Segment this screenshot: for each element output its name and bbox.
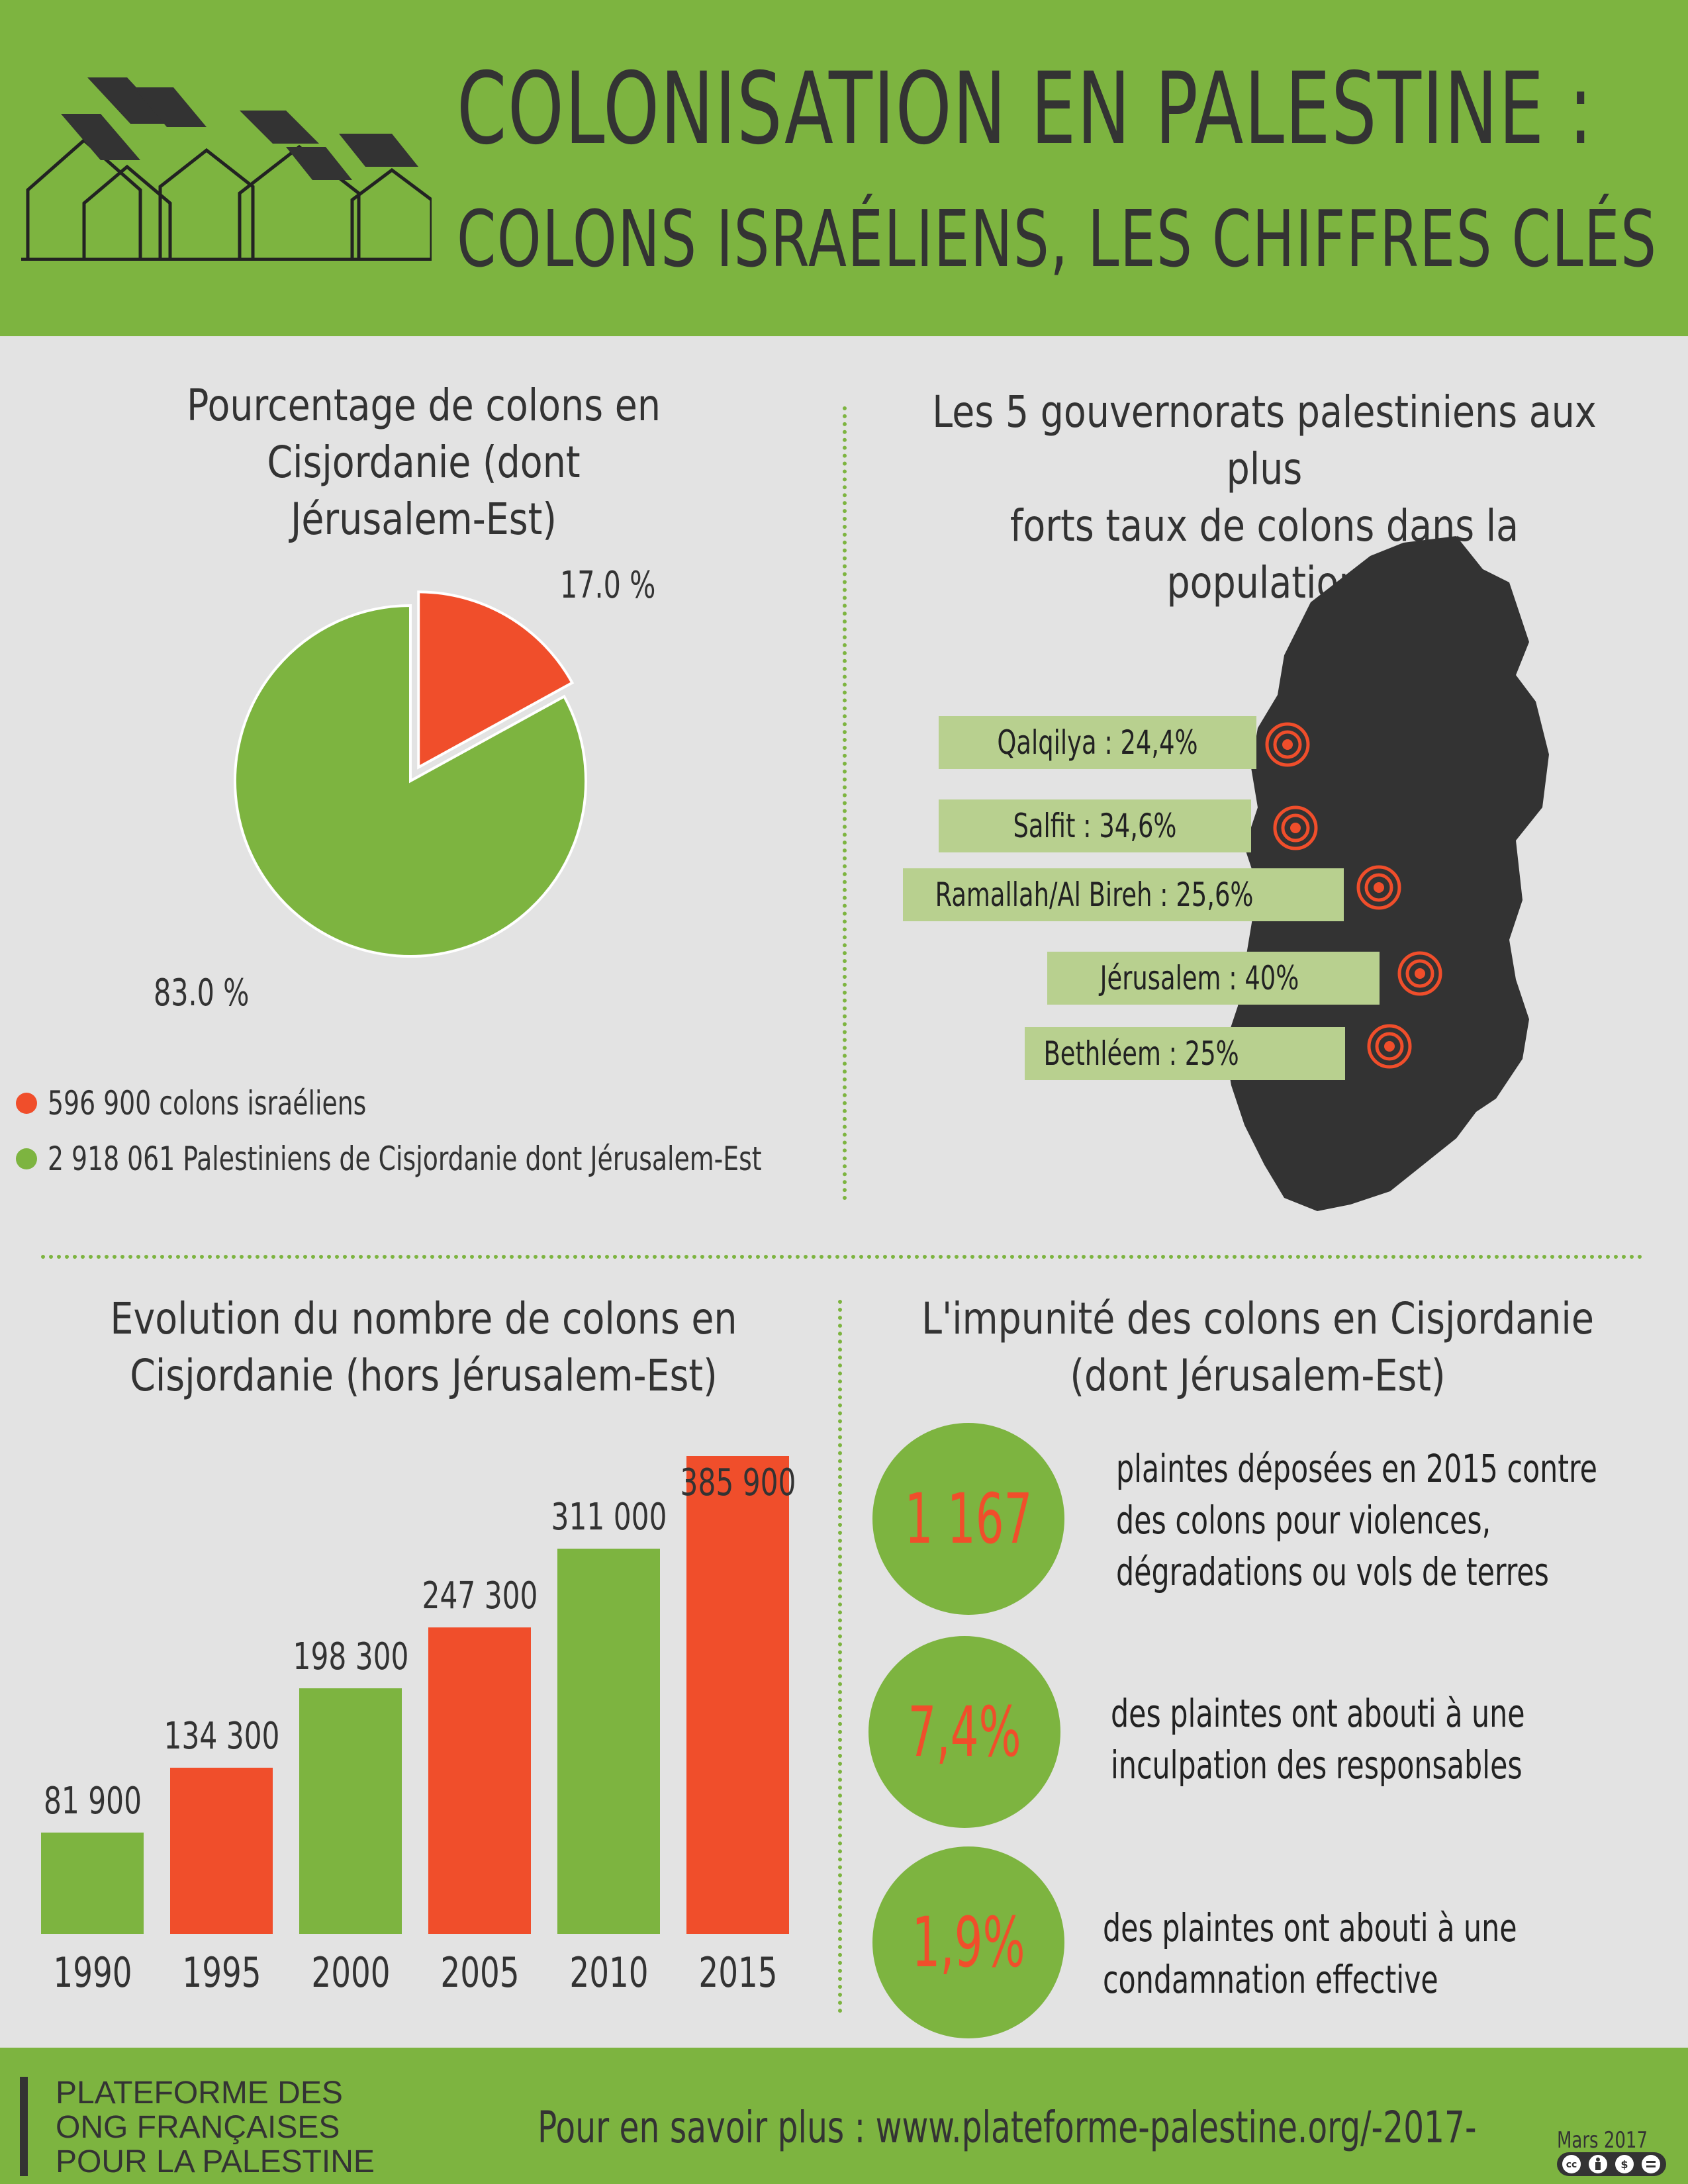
pie-section-title: Pourcentage de colons en Cisjordanie (do… <box>26 377 821 548</box>
stat-value-indictment: 7,4% <box>908 1692 1021 1772</box>
impunity-title-line2: (dont Jérusalem-Est) <box>1070 1350 1446 1401</box>
stat-text-indictment: des plaintes ont abouti à une inculpatio… <box>1111 1688 1525 1791</box>
svg-text:$: $ <box>1620 2158 1628 2171</box>
governorate-box-qalqilya <box>939 716 1256 769</box>
bar-2010 <box>557 1549 660 1934</box>
target-icon <box>1265 722 1310 767</box>
houses-logo-icon <box>21 61 434 261</box>
stat-circle-complaints: 1 167 <box>872 1423 1064 1615</box>
footer-banner: PLATEFORME DES ONG FRANÇAISES POUR LA PA… <box>0 2048 1688 2184</box>
pie-slice-1 <box>234 604 587 958</box>
bar-chart: 81 900 1990 134 300 1995 198 300 2000 247 300 2… <box>0 0 834 2025</box>
governorate-box-salfit <box>939 799 1251 852</box>
governorate-label-qalqilya: Qalqilya : 24,4% <box>997 723 1198 762</box>
stat-text-line: des plaintes ont abouti à une <box>1111 1691 1525 1736</box>
pie-chart <box>234 590 587 958</box>
stat-text-line: des plaintes ont abouti à une <box>1103 1905 1517 1950</box>
divider-horizontal <box>41 1255 1643 1259</box>
stat-text-line: plaintes déposées en 2015 contre <box>1116 1446 1597 1491</box>
org-name-line3: POUR LA PALESTINE <box>56 2144 375 2179</box>
governorate-label-ramallah: Ramallah/Al Bireh : 25,6% <box>935 876 1254 914</box>
legend-item-settlers: 596 900 colons israéliens <box>16 1081 427 1122</box>
legend-item-palestinians: 2 918 061 Palestiniens de Cisjordanie do… <box>16 1137 898 1178</box>
stat-value-conviction: 1,9% <box>912 1902 1025 1983</box>
org-name-line1: PLATEFORME DES <box>56 2075 343 2111</box>
stat-text-complaints: plaintes déposées en 2015 contre des col… <box>1116 1443 1597 1598</box>
bar-value-label: 134 300 <box>164 1714 279 1758</box>
pie-label-settlers: 17.0 % <box>560 564 656 607</box>
stat-text-line: des colons pour violences, <box>1116 1498 1491 1543</box>
target-icon <box>1356 865 1401 910</box>
pie-title-line2: Jérusalem-Est) <box>290 494 557 545</box>
publication-date: Mars 2017 <box>1557 2127 1648 2154</box>
governorate-box-bethlehem <box>1025 1027 1345 1080</box>
stat-circle-indictment: 7,4% <box>868 1636 1060 1828</box>
legend-label: 2 918 061 Palestiniens de Cisjordanie do… <box>48 1139 762 1178</box>
bar-value-label: 198 300 <box>293 1635 408 1678</box>
bar-section-title: Evolution du nombre de colons en Cisjord… <box>26 1291 821 1404</box>
map-title-line1: Les 5 gouvernorats palestiniens aux plus <box>932 387 1597 494</box>
legend-swatch-green <box>16 1148 37 1169</box>
org-accent-bar <box>20 2077 28 2176</box>
bar-2000 <box>299 1688 402 1934</box>
pie-title-line1: Pourcentage de colons en Cisjordanie (do… <box>187 380 661 488</box>
bar-category-label: 2015 <box>698 1948 778 1997</box>
bar-category-label: 2000 <box>310 1948 391 1997</box>
creative-commons-icon: cc $ <box>1557 2152 1666 2176</box>
bar-value-label: 385 900 <box>680 1461 796 1504</box>
governorate-label-jerusalem: Jérusalem : 40% <box>1100 959 1299 997</box>
target-icon <box>1397 951 1442 996</box>
impunity-section-title: L'impunité des colons en Cisjordanie (do… <box>854 1291 1662 1404</box>
header-banner: COLONISATION EN PALESTINE : COLONS ISRAÉ… <box>0 0 1688 336</box>
impunity-title-line1: L'impunité des colons en Cisjordanie <box>921 1293 1594 1344</box>
bar-value-label: 247 300 <box>422 1574 538 1618</box>
svg-text:cc: cc <box>1566 2160 1577 2170</box>
pie-label-palestinians: 83.0 % <box>154 972 250 1015</box>
bar-category-label: 2005 <box>440 1948 520 1997</box>
stat-text-conviction: des plaintes ont abouti à une condamnati… <box>1103 1902 1517 2005</box>
divider-vertical-bottom <box>838 1300 842 2013</box>
governorate-label-salfit: Salfit : 34,6% <box>1013 807 1177 845</box>
governorate-box-jerusalem <box>1047 952 1380 1005</box>
more-info-link[interactable]: Pour en savoir plus : www.plateforme-pal… <box>538 2102 1477 2153</box>
bar-value-label: 311 000 <box>551 1496 667 1539</box>
target-icon <box>1367 1024 1412 1069</box>
bar-title-line1: Evolution du nombre de colons en <box>110 1293 737 1344</box>
stat-text-line: inculpation des responsables <box>1111 1743 1523 1788</box>
bar-1990 <box>41 1832 144 1934</box>
legend-label: 596 900 colons israéliens <box>48 1083 367 1122</box>
org-name-line2: ONG FRANÇAISES <box>56 2110 340 2145</box>
bar-category-label: 1995 <box>181 1948 261 1997</box>
main-subtitle: COLONS ISRAÉLIENS, LES CHIFFRES CLÉS <box>457 193 1658 285</box>
bar-category-label: 1990 <box>52 1948 132 1997</box>
divider-vertical-top <box>843 406 847 1201</box>
target-icon <box>1273 805 1318 850</box>
bar-value-label: 81 900 <box>43 1779 142 1823</box>
pie-slice-0 <box>417 590 575 770</box>
bar-1995 <box>170 1767 273 1934</box>
stat-text-line: condamnation effective <box>1103 1957 1438 2002</box>
stat-text-line: dégradations ou vols de terres <box>1116 1549 1549 1594</box>
legend-swatch-orange <box>16 1092 37 1114</box>
bar-title-line2: Cisjordanie (hors Jérusalem-Est) <box>130 1350 718 1401</box>
main-title: COLONISATION EN PALESTINE : <box>457 52 1594 167</box>
governorate-label-bethlehem: Bethléem : 25% <box>1043 1034 1239 1073</box>
bar-2005 <box>428 1627 531 1934</box>
stat-circle-conviction: 1,9% <box>872 1846 1064 2038</box>
bar-2015 <box>686 1456 789 1934</box>
governorate-box-ramallah <box>903 868 1344 921</box>
stat-value-complaints: 1 167 <box>904 1479 1033 1559</box>
bar-category-label: 2010 <box>569 1948 649 1997</box>
